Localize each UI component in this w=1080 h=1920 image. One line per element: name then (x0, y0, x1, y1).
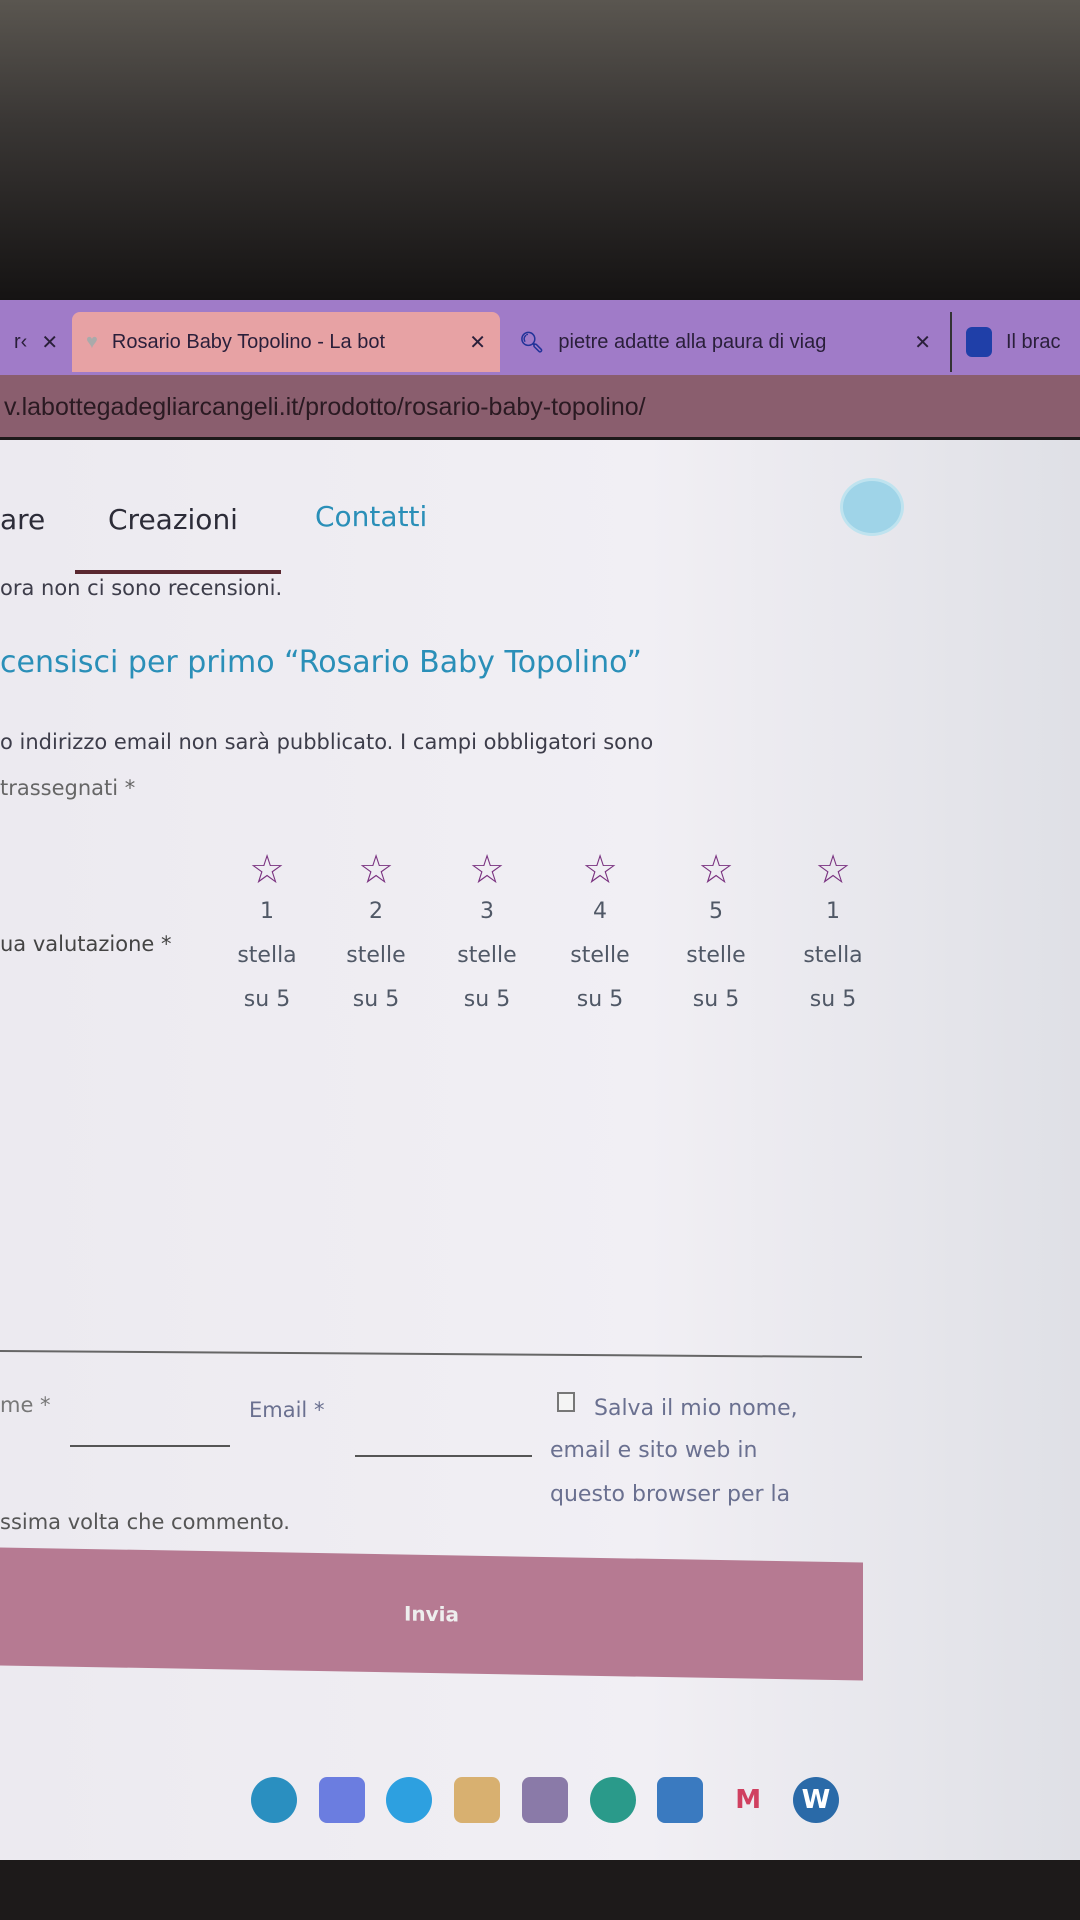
notice-line-2: trassegnati * (0, 776, 136, 800)
submit-label: Invia (403, 1601, 460, 1627)
taskbar: M W (0, 1740, 1080, 1860)
rating-of: su 5 (809, 987, 857, 1012)
rating-number: 5 (709, 899, 723, 924)
name-label: me * (0, 1393, 51, 1417)
rating-word: stelle (570, 943, 630, 968)
rating-of: su 5 (463, 987, 511, 1012)
name-input[interactable] (70, 1445, 230, 1447)
rating-label: ua valutazione * (0, 932, 172, 956)
notice-line-1: o indirizzo email non sarà pubblicato. I… (0, 730, 654, 754)
tab-label: Rosario Baby Topolino - La bot (111, 330, 386, 353)
gmail-icon[interactable]: M (735, 1785, 762, 1815)
rating-number: 1 (260, 899, 274, 924)
store-icon[interactable] (521, 1777, 568, 1823)
rating-option[interactable]: ☆ 3 stelle su 5 (447, 850, 527, 1022)
search-icon: 🔍︎ (519, 331, 545, 354)
star-icon[interactable]: ☆ (582, 847, 618, 893)
site-favicon-icon: ♥ (86, 330, 98, 353)
star-icon[interactable]: ☆ (469, 847, 505, 893)
edge-icon[interactable] (250, 1777, 297, 1823)
rating-option[interactable]: ☆ 1 stella su 5 (227, 850, 307, 1022)
tab-label: r‹ (14, 330, 28, 353)
whatsapp-icon[interactable] (589, 1777, 636, 1823)
rating-number: 3 (480, 899, 494, 924)
nav-item-shop[interactable]: are (0, 503, 46, 536)
rating-option[interactable]: ☆ 5 stelle su 5 (676, 850, 756, 1022)
email-input[interactable] (355, 1455, 532, 1457)
rating-of: su 5 (243, 987, 291, 1012)
rating-word: stelle (346, 943, 406, 968)
star-icon[interactable]: ☆ (698, 847, 734, 893)
wordpress-icon[interactable]: W (793, 1777, 839, 1823)
tab-previous[interactable]: r‹ ✕ (0, 312, 70, 372)
email-label: Email * (249, 1398, 325, 1422)
app-u-icon[interactable] (318, 1777, 365, 1823)
save-info-line-4: ssima volta che commento. (0, 1510, 290, 1534)
nav-item-creazioni[interactable]: Creazioni (108, 503, 238, 536)
rating-of: su 5 (692, 987, 740, 1012)
review-heading: censisci per primo “Rosario Baby Topolin… (0, 645, 642, 680)
save-info-line-1: Salva il mio nome, (594, 1396, 798, 1421)
save-info-line-3: questo browser per la (550, 1482, 791, 1507)
address-bar[interactable]: v.labottegadegliarcangeli.it/prodotto/ro… (0, 375, 1080, 437)
close-icon[interactable]: ✕ (914, 331, 931, 354)
nav-item-contatti[interactable]: Contatti (315, 500, 428, 533)
rating-word: stella (803, 943, 863, 968)
rating-option[interactable]: ☆ 1 stella su 5 (793, 850, 873, 1022)
save-info-line-2: email e sito web in (550, 1438, 758, 1463)
rating-word: stella (237, 943, 297, 968)
photo-background (0, 0, 1080, 300)
rating-number: 4 (593, 899, 607, 924)
tab-next[interactable]: Il brac (950, 312, 1080, 372)
rating-word: stelle (457, 943, 517, 968)
tab-bar: r‹ ✕ ♥ Rosario Baby Topolino - La bot ✕ 🔍︎ p… (0, 300, 1080, 375)
no-reviews-text: ora non ci sono recensioni. (0, 576, 283, 600)
site-logo[interactable] (840, 478, 904, 536)
star-icon[interactable]: ☆ (249, 847, 285, 893)
rating-number: 2 (369, 899, 383, 924)
close-icon[interactable]: ✕ (469, 331, 486, 354)
chrome-canary-icon[interactable] (386, 1777, 433, 1823)
rating-option[interactable]: ☆ 2 stelle su 5 (336, 850, 416, 1022)
app-favicon-icon (966, 327, 992, 357)
rating-of: su 5 (576, 987, 624, 1012)
url-text: v.labottegadegliarcangeli.it/prodotto/ro… (4, 393, 646, 421)
rating-of: su 5 (352, 987, 400, 1012)
calendar-icon[interactable] (657, 1777, 704, 1823)
tab-label: Il brac (1006, 330, 1061, 353)
tab-underline (75, 570, 281, 574)
rating-number: 1 (826, 899, 840, 924)
rating-word: stelle (686, 943, 746, 968)
rating-option[interactable]: ☆ 4 stelle su 5 (560, 850, 640, 1022)
submit-button[interactable]: Invia (0, 1547, 863, 1681)
close-icon[interactable]: ✕ (41, 331, 59, 354)
save-info-checkbox[interactable] (557, 1392, 575, 1412)
star-icon[interactable]: ☆ (815, 847, 851, 893)
tab-search[interactable]: 🔍︎ pietre adatte alla paura di viag ✕ (505, 312, 945, 372)
tab-rosario[interactable]: ♥ Rosario Baby Topolino - La bot ✕ (72, 312, 500, 372)
tab-label: pietre adatte alla paura di viag (558, 330, 827, 353)
star-icon[interactable]: ☆ (358, 847, 394, 893)
file-explorer-icon[interactable] (454, 1777, 501, 1823)
